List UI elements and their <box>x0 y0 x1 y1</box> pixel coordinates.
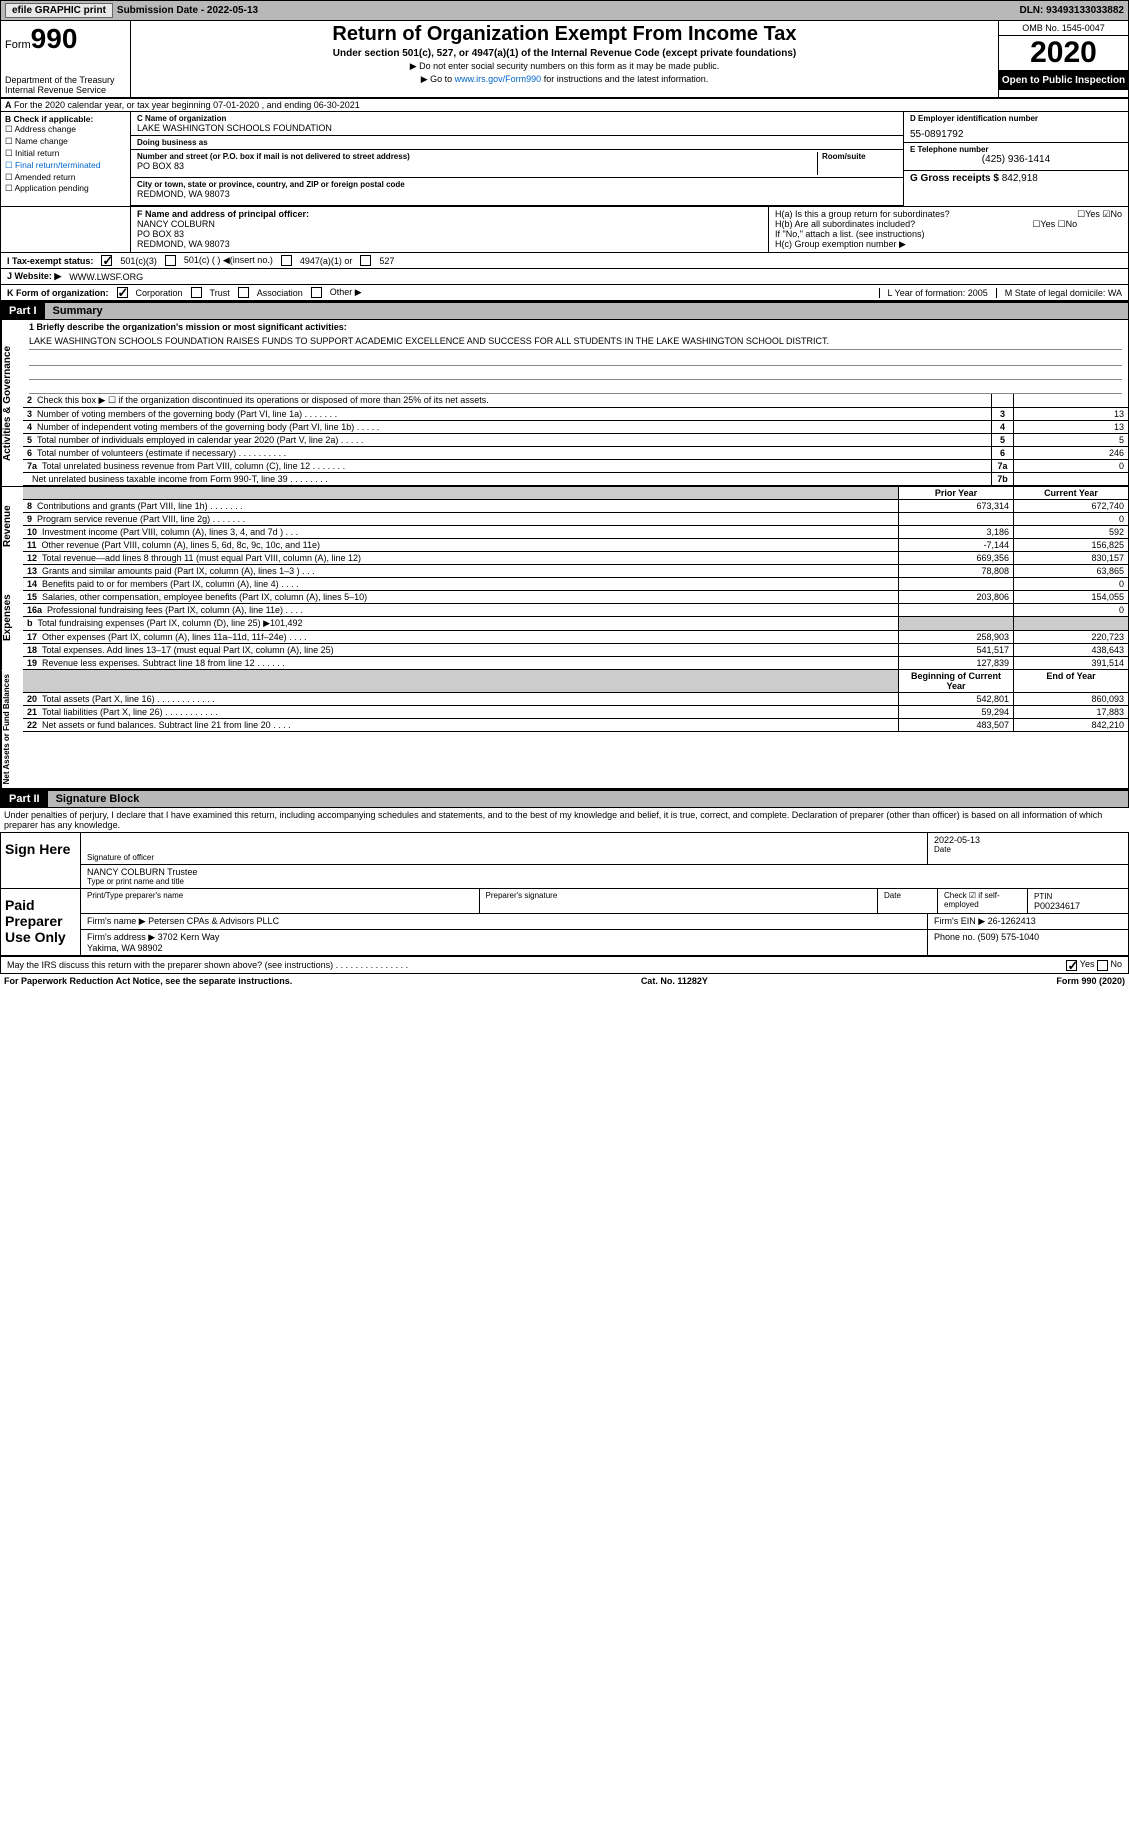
box-f: F Name and address of principal officer:… <box>131 207 768 252</box>
section-b-f: B Check if applicable: ☐ Address change … <box>0 112 1129 207</box>
box-d: D Employer identification number55-08917… <box>903 112 1128 206</box>
gross-receipts: 842,918 <box>1002 173 1038 184</box>
cb-discuss-no[interactable] <box>1097 960 1108 971</box>
penalties-text: Under penalties of perjury, I declare th… <box>0 808 1129 832</box>
mission-text: LAKE WASHINGTON SCHOOLS FOUNDATION RAISE… <box>29 336 1122 350</box>
org-street: PO BOX 83 <box>137 161 817 171</box>
dln: DLN: 93493133033882 <box>1019 5 1124 16</box>
summary-expenses: Expenses 13 Grants and similar amounts p… <box>0 565 1129 670</box>
page-footer: For Paperwork Reduction Act Notice, see … <box>0 974 1129 988</box>
cb-initial[interactable]: ☐ Initial return <box>5 148 126 160</box>
goto-note: ▶ Go to www.irs.gov/Form990 for instruct… <box>137 74 992 85</box>
tab-expenses: Expenses <box>1 565 23 670</box>
open-inspection: Open to Public Inspection <box>999 71 1128 90</box>
cb-4947[interactable] <box>281 255 292 266</box>
row-i: I Tax-exempt status: 501(c)(3) 501(c) ( … <box>0 253 1129 269</box>
section-fh: F Name and address of principal officer:… <box>0 207 1129 253</box>
cb-discuss-yes[interactable] <box>1066 960 1077 971</box>
main-title: Return of Organization Exempt From Incom… <box>137 23 992 46</box>
firm-phone: (509) 575-1040 <box>978 932 1040 942</box>
cb-name[interactable]: ☐ Name change <box>5 136 126 148</box>
signature-block: Sign Here Signature of officer 2022-05-1… <box>0 832 1129 957</box>
summary-netassets: Net Assets or Fund Balances Beginning of… <box>0 670 1129 790</box>
box-c: C Name of organizationLAKE WASHINGTON SC… <box>131 112 903 206</box>
paid-preparer-label: Paid Preparer Use Only <box>1 889 81 955</box>
submission-date: Submission Date - 2022-05-13 <box>117 5 258 16</box>
cb-final[interactable]: ☐ Final return/terminated <box>5 160 126 172</box>
cb-assoc[interactable] <box>238 287 249 298</box>
form-number: Form990 <box>5 23 126 55</box>
tab-governance: Activities & Governance <box>1 320 23 486</box>
cb-amended[interactable]: ☐ Amended return <box>5 172 126 184</box>
dept-treasury: Department of the Treasury Internal Reve… <box>5 75 126 95</box>
part2-header: Part II Signature Block <box>0 790 1129 808</box>
phone: (425) 936-1414 <box>910 154 1122 165</box>
cb-other[interactable] <box>311 287 322 298</box>
officer-name-title: NANCY COLBURN Trustee <box>87 867 1122 877</box>
box-b: B Check if applicable: ☐ Address change … <box>1 112 131 206</box>
tax-year: 2020 <box>999 36 1128 71</box>
tab-netassets: Net Assets or Fund Balances <box>1 670 23 788</box>
form990-link[interactable]: www.irs.gov/Form990 <box>455 74 542 84</box>
sign-date: 2022-05-13 <box>934 835 1122 845</box>
box-h: H(a) Is this a group return for subordin… <box>768 207 1128 252</box>
cb-501c[interactable] <box>165 255 176 266</box>
subtitle: Under section 501(c), 527, or 4947(a)(1)… <box>137 48 992 59</box>
discuss-row: May the IRS discuss this return with the… <box>0 957 1129 973</box>
part1-header: Part I Summary <box>0 302 1129 320</box>
firm-name: Petersen CPAs & Advisors PLLC <box>148 916 279 926</box>
tab-revenue: Revenue <box>1 487 23 565</box>
org-city: REDMOND, WA 98073 <box>137 189 897 199</box>
top-toolbar: efile GRAPHIC print Submission Date - 20… <box>0 0 1129 21</box>
officer-name: NANCY COLBURN <box>137 219 215 229</box>
summary-revenue: Revenue Prior YearCurrent Year 8 Contrib… <box>0 486 1129 565</box>
ssn-note: ▶ Do not enter social security numbers o… <box>137 61 992 72</box>
cb-501c3[interactable] <box>101 255 112 266</box>
cb-address[interactable]: ☐ Address change <box>5 124 126 136</box>
sign-here-label: Sign Here <box>1 833 81 888</box>
cb-pending[interactable]: ☐ Application pending <box>5 183 126 195</box>
cb-trust[interactable] <box>191 287 202 298</box>
org-name: LAKE WASHINGTON SCHOOLS FOUNDATION <box>137 123 897 133</box>
summary-governance: Activities & Governance 1 Briefly descri… <box>0 320 1129 486</box>
line-a: A For the 2020 calendar year, or tax yea… <box>0 99 1129 112</box>
efile-button[interactable]: efile GRAPHIC print <box>5 3 113 18</box>
website: WWW.LWSF.ORG <box>69 272 143 282</box>
row-k: K Form of organization: Corporation Trus… <box>0 285 1129 302</box>
cb-corp[interactable] <box>117 287 128 298</box>
firm-ein: 26-1262413 <box>988 916 1036 926</box>
omb-number: OMB No. 1545-0047 <box>999 21 1128 36</box>
cb-527[interactable] <box>360 255 371 266</box>
row-j: J Website: ▶ WWW.LWSF.ORG <box>0 269 1129 285</box>
ein: 55-0891792 <box>910 123 1122 140</box>
ptin: P00234617 <box>1034 901 1080 911</box>
form-header: Form990 Department of the Treasury Inter… <box>0 21 1129 99</box>
